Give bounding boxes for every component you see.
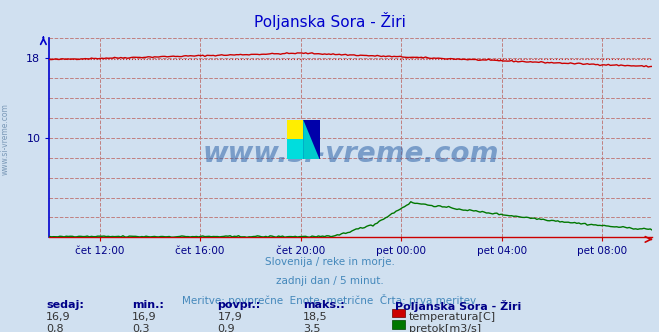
Text: maks.:: maks.: xyxy=(303,300,345,310)
Text: 3,5: 3,5 xyxy=(303,324,321,332)
Text: pretok[m3/s]: pretok[m3/s] xyxy=(409,324,480,332)
Text: temperatura[C]: temperatura[C] xyxy=(409,312,496,322)
Text: 0,9: 0,9 xyxy=(217,324,235,332)
Text: povpr.:: povpr.: xyxy=(217,300,261,310)
Bar xyxy=(303,120,320,159)
Text: 18,5: 18,5 xyxy=(303,312,328,322)
Text: 0,8: 0,8 xyxy=(46,324,64,332)
Text: Poljanska Sora - Žiri: Poljanska Sora - Žiri xyxy=(254,12,405,30)
Text: 17,9: 17,9 xyxy=(217,312,243,322)
Text: sedaj:: sedaj: xyxy=(46,300,84,310)
Text: www.si-vreme.com: www.si-vreme.com xyxy=(203,140,499,168)
Text: min.:: min.: xyxy=(132,300,163,310)
Text: zadnji dan / 5 minut.: zadnji dan / 5 minut. xyxy=(275,276,384,286)
Bar xyxy=(287,139,303,159)
Text: 16,9: 16,9 xyxy=(46,312,71,322)
Text: Poljanska Sora - Žiri: Poljanska Sora - Žiri xyxy=(395,300,522,312)
Text: 0,3: 0,3 xyxy=(132,324,150,332)
Text: 16,9: 16,9 xyxy=(132,312,156,322)
Bar xyxy=(287,120,303,139)
Text: www.si-vreme.com: www.si-vreme.com xyxy=(1,104,10,175)
Polygon shape xyxy=(303,120,320,159)
Text: Meritve: povprečne  Enote: metrične  Črta: prva meritev: Meritve: povprečne Enote: metrične Črta:… xyxy=(183,294,476,306)
Text: Slovenija / reke in morje.: Slovenija / reke in morje. xyxy=(264,257,395,267)
